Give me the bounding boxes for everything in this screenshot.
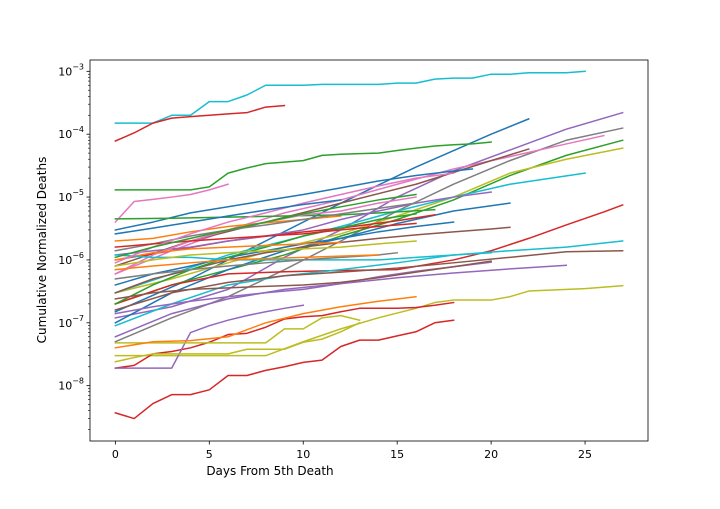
x-tick-label: 15 <box>390 448 404 461</box>
x-tick-label: 0 <box>112 448 119 461</box>
series-line-21 <box>114 319 455 420</box>
series-line-25 <box>114 295 417 349</box>
x-axis-label: Days From 5th Death <box>206 464 333 478</box>
x-tick-label: 10 <box>296 448 310 461</box>
x-tick-label: 20 <box>484 448 498 461</box>
series-line-16 <box>114 240 624 327</box>
y-tick-label: 10−5 <box>58 188 84 204</box>
y-tick-label: 10−3 <box>58 62 84 78</box>
series-line-9 <box>114 141 492 191</box>
series-line-33 <box>114 221 455 286</box>
series-line-22 <box>114 304 305 369</box>
plot-frame <box>89 59 649 442</box>
series-line-1 <box>114 70 586 124</box>
y-tick-label: 10−4 <box>58 125 84 141</box>
x-tick-label: 5 <box>206 448 213 461</box>
series-line-27 <box>114 208 436 220</box>
x-tick-label: 25 <box>578 448 592 461</box>
series-line-42 <box>114 254 380 271</box>
series-line-35 <box>114 241 342 261</box>
y-tick-label: 10−8 <box>58 377 84 393</box>
series-line-20 <box>114 301 455 370</box>
series-line-13 <box>114 202 511 324</box>
series-line-11 <box>114 172 586 294</box>
series-line-14 <box>114 168 474 231</box>
axes-layer: 0 5 10 15 20 25 10−8 10−7 10−6 10−5 10−4 10−3 <box>58 59 649 461</box>
series-line-29 <box>114 191 492 256</box>
y-tick-label: 10−7 <box>58 314 84 330</box>
y-axis-label: Cumulative Normalized Deaths <box>35 157 49 344</box>
series-line-24 <box>114 321 361 363</box>
series-line-2 <box>114 104 286 142</box>
series-line-39 <box>114 240 417 267</box>
series-line-32 <box>114 226 511 294</box>
series-line-12 <box>114 183 230 224</box>
series-line-44 <box>114 193 417 259</box>
series-line-34 <box>114 213 417 305</box>
series-line-45 <box>114 199 342 235</box>
series-line-38 <box>114 260 492 300</box>
series-line-30 <box>114 202 417 252</box>
series-line-17 <box>114 249 624 311</box>
y-tick-label: 10−6 <box>58 251 84 267</box>
series-line-19 <box>114 284 624 357</box>
series-layer <box>114 70 624 420</box>
series-line-23 <box>114 314 361 344</box>
